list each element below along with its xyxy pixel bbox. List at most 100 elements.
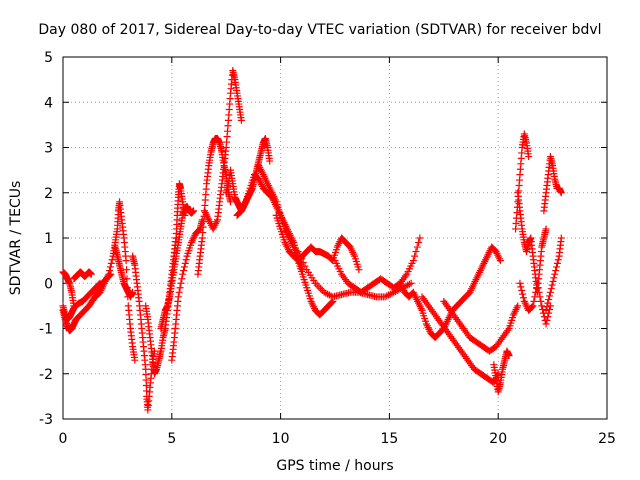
series-PRN-q (272, 211, 363, 274)
data-point (131, 356, 139, 364)
y-tick-label: 5 (44, 50, 53, 66)
data-point (409, 257, 417, 265)
x-tick-label: 10 (272, 431, 290, 447)
y-tick-label: 1 (44, 231, 53, 247)
data-point (550, 274, 558, 282)
data-points (59, 67, 565, 414)
data-point (516, 279, 524, 287)
data-point (552, 267, 560, 275)
series-PRN-m (200, 67, 245, 233)
data-point (179, 270, 187, 278)
series-PRN-ab (542, 234, 565, 314)
data-point (107, 259, 115, 267)
data-point (542, 225, 550, 233)
y-tick-label: -3 (39, 412, 53, 428)
data-point (542, 306, 550, 314)
data-point (297, 255, 305, 263)
data-point (505, 352, 513, 360)
x-tick-label: 0 (59, 431, 68, 447)
data-point (514, 302, 522, 310)
data-point (538, 302, 546, 310)
data-point (407, 279, 415, 287)
data-point (519, 290, 527, 298)
data-point (237, 116, 245, 124)
data-point (129, 288, 137, 296)
series-PRN-f (111, 243, 137, 301)
data-point (294, 248, 302, 256)
data-point (415, 239, 423, 247)
series-PRN-a (59, 268, 78, 310)
y-tick-label: 4 (44, 95, 53, 111)
data-point (174, 293, 182, 301)
y-tick-label: 2 (44, 186, 53, 202)
data-point (544, 299, 552, 307)
data-point (181, 211, 189, 219)
y-tick-label: -2 (39, 367, 53, 383)
data-point (525, 153, 533, 161)
grid (63, 57, 607, 419)
series-PRN-w (490, 347, 513, 396)
data-point (546, 292, 554, 300)
x-tick-label: 20 (489, 431, 507, 447)
data-point (536, 293, 544, 301)
data-point (533, 279, 541, 287)
data-point (416, 234, 424, 242)
data-point (413, 243, 421, 251)
data-point (529, 302, 537, 310)
data-point (554, 256, 562, 264)
data-point (87, 270, 95, 278)
data-point (178, 275, 186, 283)
data-point (411, 252, 419, 260)
y-tick-label: 0 (44, 276, 53, 292)
data-point (553, 263, 561, 271)
data-point (528, 303, 536, 311)
series-PRN-i (157, 202, 198, 332)
series-PRN-k (168, 216, 206, 364)
y-tick-label: -1 (39, 322, 53, 338)
data-point (530, 297, 538, 305)
data-point (535, 288, 543, 296)
series-PRN-d (70, 268, 95, 283)
data-point (182, 256, 190, 264)
series-PRN-c (59, 279, 104, 323)
data-point (496, 257, 504, 265)
series-PRN-z (516, 279, 554, 328)
data-point (518, 286, 526, 294)
data-point (177, 279, 185, 287)
data-point (543, 316, 551, 324)
data-point (106, 267, 114, 275)
data-point (181, 259, 189, 267)
data-point (328, 298, 336, 306)
data-point (355, 266, 363, 274)
series-PRN-v (440, 297, 522, 355)
data-point (557, 189, 565, 197)
data-point (123, 266, 131, 274)
data-point (122, 257, 130, 265)
data-point (551, 270, 559, 278)
data-point (537, 297, 545, 305)
data-point (105, 270, 113, 278)
data-point (106, 263, 114, 271)
data-point (542, 320, 550, 328)
data-point (543, 303, 551, 311)
series-PRN-y (514, 189, 550, 296)
data-point (545, 296, 553, 304)
ticks (62, 56, 608, 420)
series-PRN-e (92, 198, 139, 364)
x-tick-label: 15 (380, 431, 398, 447)
y-tick-labels: -3 -2 -1 0 1 2 3 4 5 (39, 50, 53, 428)
data-point (546, 288, 554, 296)
data-point (544, 313, 552, 321)
data-point (175, 288, 183, 296)
data-point (553, 259, 561, 267)
series-PRN-j (170, 180, 189, 260)
data-point (296, 251, 304, 259)
chart-title: Day 080 of 2017, Sidereal Day-to-day VTE… (38, 22, 601, 38)
data-point (301, 262, 309, 270)
data-point (519, 294, 527, 302)
data-point (266, 157, 274, 165)
data-point (557, 234, 565, 242)
series-PRN-aa (540, 153, 565, 215)
data-point (547, 285, 555, 293)
